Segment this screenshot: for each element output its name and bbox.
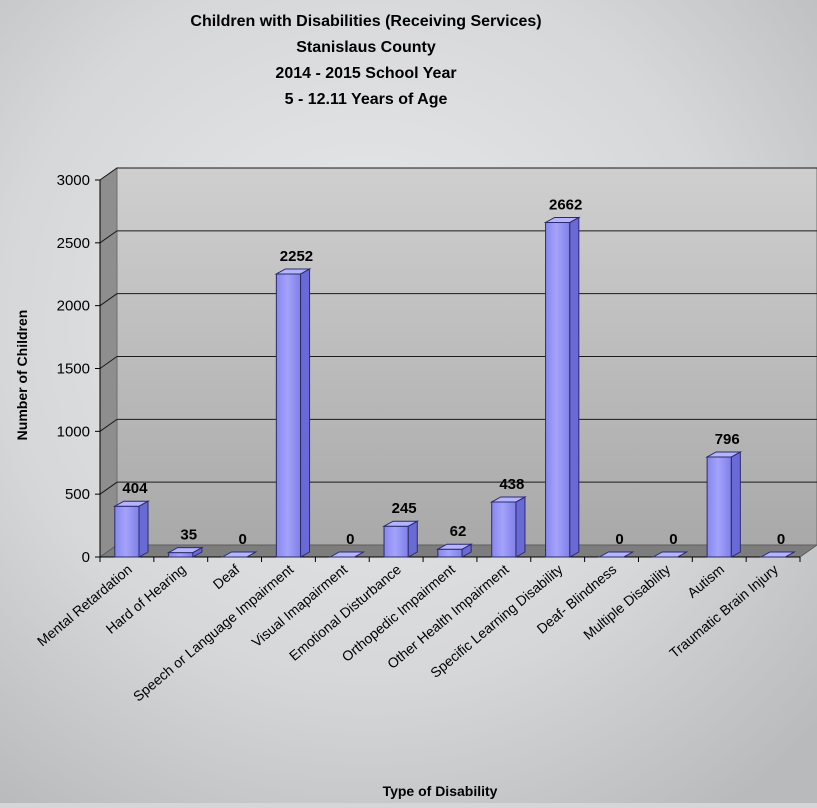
bar xyxy=(546,217,579,557)
data-label: 2252 xyxy=(280,248,313,265)
data-label: 404 xyxy=(122,480,148,497)
y-tick-label: 1500 xyxy=(57,361,90,378)
x-axis-title: Type of Disability xyxy=(383,783,498,799)
bar xyxy=(115,501,148,557)
bar-side xyxy=(301,269,310,557)
y-tick-label: 0 xyxy=(82,549,90,566)
title-line-4: 5 - 12.11 Years of Age xyxy=(285,91,448,108)
data-label: 35 xyxy=(180,527,197,544)
data-label: 2662 xyxy=(549,196,582,213)
bar-front xyxy=(707,457,731,557)
bar-side xyxy=(570,217,579,557)
bar-side xyxy=(731,452,740,557)
data-label: 0 xyxy=(669,531,677,548)
y-tick-label: 2000 xyxy=(57,298,90,315)
data-label: 0 xyxy=(238,531,246,548)
title-line-2: Stanislaus County xyxy=(296,39,436,56)
bar-front xyxy=(115,506,139,557)
y-tick-label: 1000 xyxy=(57,423,90,440)
y-tick-label: 500 xyxy=(65,486,90,503)
data-label: 62 xyxy=(450,523,467,540)
y-tick-label: 2500 xyxy=(57,235,90,252)
bar-side xyxy=(516,497,525,557)
bar-front xyxy=(169,553,193,557)
title-line-1: Children with Disabilities (Receiving Se… xyxy=(190,13,541,30)
bar xyxy=(492,497,525,557)
bar-front xyxy=(438,549,462,557)
bar xyxy=(276,269,309,557)
bar xyxy=(707,452,740,557)
data-label: 796 xyxy=(715,431,740,448)
bar-front xyxy=(384,526,408,557)
bar-side xyxy=(139,501,148,557)
bar xyxy=(438,544,471,557)
data-label: 0 xyxy=(346,531,354,548)
y-tick-label: 3000 xyxy=(57,172,90,189)
bar-front xyxy=(546,222,570,557)
bar-front xyxy=(492,502,516,557)
bar-side xyxy=(408,521,417,557)
bar-front xyxy=(276,274,300,557)
y-axis-title: Number of Children xyxy=(14,310,30,441)
title-line-3: 2014 - 2015 School Year xyxy=(275,65,456,82)
bar xyxy=(384,521,417,557)
data-label: 438 xyxy=(499,476,524,493)
data-label: 0 xyxy=(777,531,785,548)
data-label: 0 xyxy=(615,531,623,548)
data-label: 245 xyxy=(392,500,417,517)
